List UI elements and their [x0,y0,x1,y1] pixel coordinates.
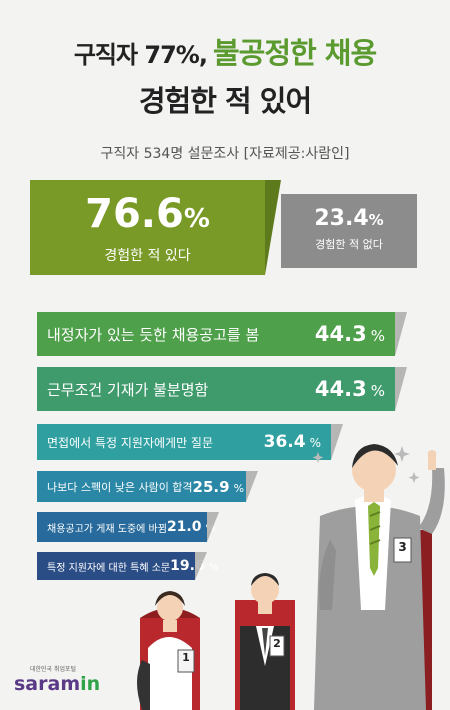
bar-4: 나보다 스펙이 낮은 사람이 합격 25.9% [37,471,258,502]
summary-no-value: 23.4 [314,206,369,231]
summary-no-value-wrap: 23.4% [281,206,417,233]
summary-yes-fold [265,180,281,275]
bar-value: 44.3% [314,322,385,346]
bar-unit: % [233,481,245,495]
bar-unit: % [370,327,385,345]
title-part-1: 구직자 77%, [73,41,208,69]
logo-name-accent: in [80,673,101,695]
applicant-3-figure [314,444,445,710]
bar-unit: % [309,436,321,450]
bar-value: 44.3% [314,377,385,401]
applicant-2-figure [235,573,295,710]
bar-fold [195,552,207,580]
sparkle-icon [394,446,410,462]
summary-yes-label: 경험한 적 있다 [104,248,191,264]
title-line-2: 경험한 적 있어 [138,84,312,118]
bar-3: 면접에서 특정 지원자에게만 질문 36.4% [37,424,343,460]
bar-6: 특정 지원자에 대한 특혜 소문 19.6% [37,552,218,580]
sparkle-icon [408,472,420,483]
bar-value: 19.6% [170,558,219,574]
subtitle: 구직자 534명 설문조사 [자료제공:사람인] [100,146,350,162]
bar-5: 채용공고가 게재 도중에 바뀜 21.0% [37,512,219,542]
bar-value: 25.9% [192,477,245,496]
bar-2: 근무조건 기재가 불분명함 44.3% [37,367,407,411]
summary-yes-value: 76.6 [85,191,184,237]
logo-tagline: 대한민국 취업포털 [30,666,77,673]
bar-value: 21.0% [166,519,215,535]
bar-label: 채용공고가 게재 도중에 바뀜 [47,523,167,535]
bar-1: 내정자가 있는 듯한 채용공고를 봄 44.3% [37,312,407,356]
saramin-logo: 대한민국 취업포털 saramin [14,664,100,695]
title-part-2: 불공정한 채용 [212,36,377,70]
badge-2: 2 [273,637,281,650]
bar-fold [331,424,343,460]
bar-unit: % [370,382,385,400]
summary-yes-value-wrap: 76.6% [30,192,265,241]
bar-unit: % [208,562,219,573]
bar-label: 면접에서 특정 지원자에게만 질문 [47,435,214,450]
logo-name-main: saram [14,673,81,695]
title-line-1: 구직자 77%, 불공정한 채용 [0,30,450,72]
summary-yes-unit: % [183,204,210,234]
summary-no-unit: % [368,211,384,229]
bar-label: 내정자가 있는 듯한 채용공고를 봄 [47,325,260,344]
summary-no-box: 23.4% 경험한 적 없다 [281,194,417,268]
bar-value: 36.4% [263,432,321,452]
bar-fold [395,367,407,411]
bar-label: 근무조건 기재가 불분명함 [47,380,209,399]
bar-label: 나보다 스펙이 낮은 사람이 합격 [47,480,193,494]
summary-yes-box: 76.6% 경험한 적 있다 [30,180,281,275]
badge-3: 3 [398,540,407,554]
badge-1: 1 [182,651,190,664]
summary-no-label: 경험한 적 없다 [315,238,383,251]
bar-unit: % [205,523,215,534]
bar-fold [395,312,407,356]
bar-label: 특정 지원자에 대한 특혜 소문 [47,562,171,574]
bar-fold [207,512,219,542]
bar-fold [246,471,258,502]
